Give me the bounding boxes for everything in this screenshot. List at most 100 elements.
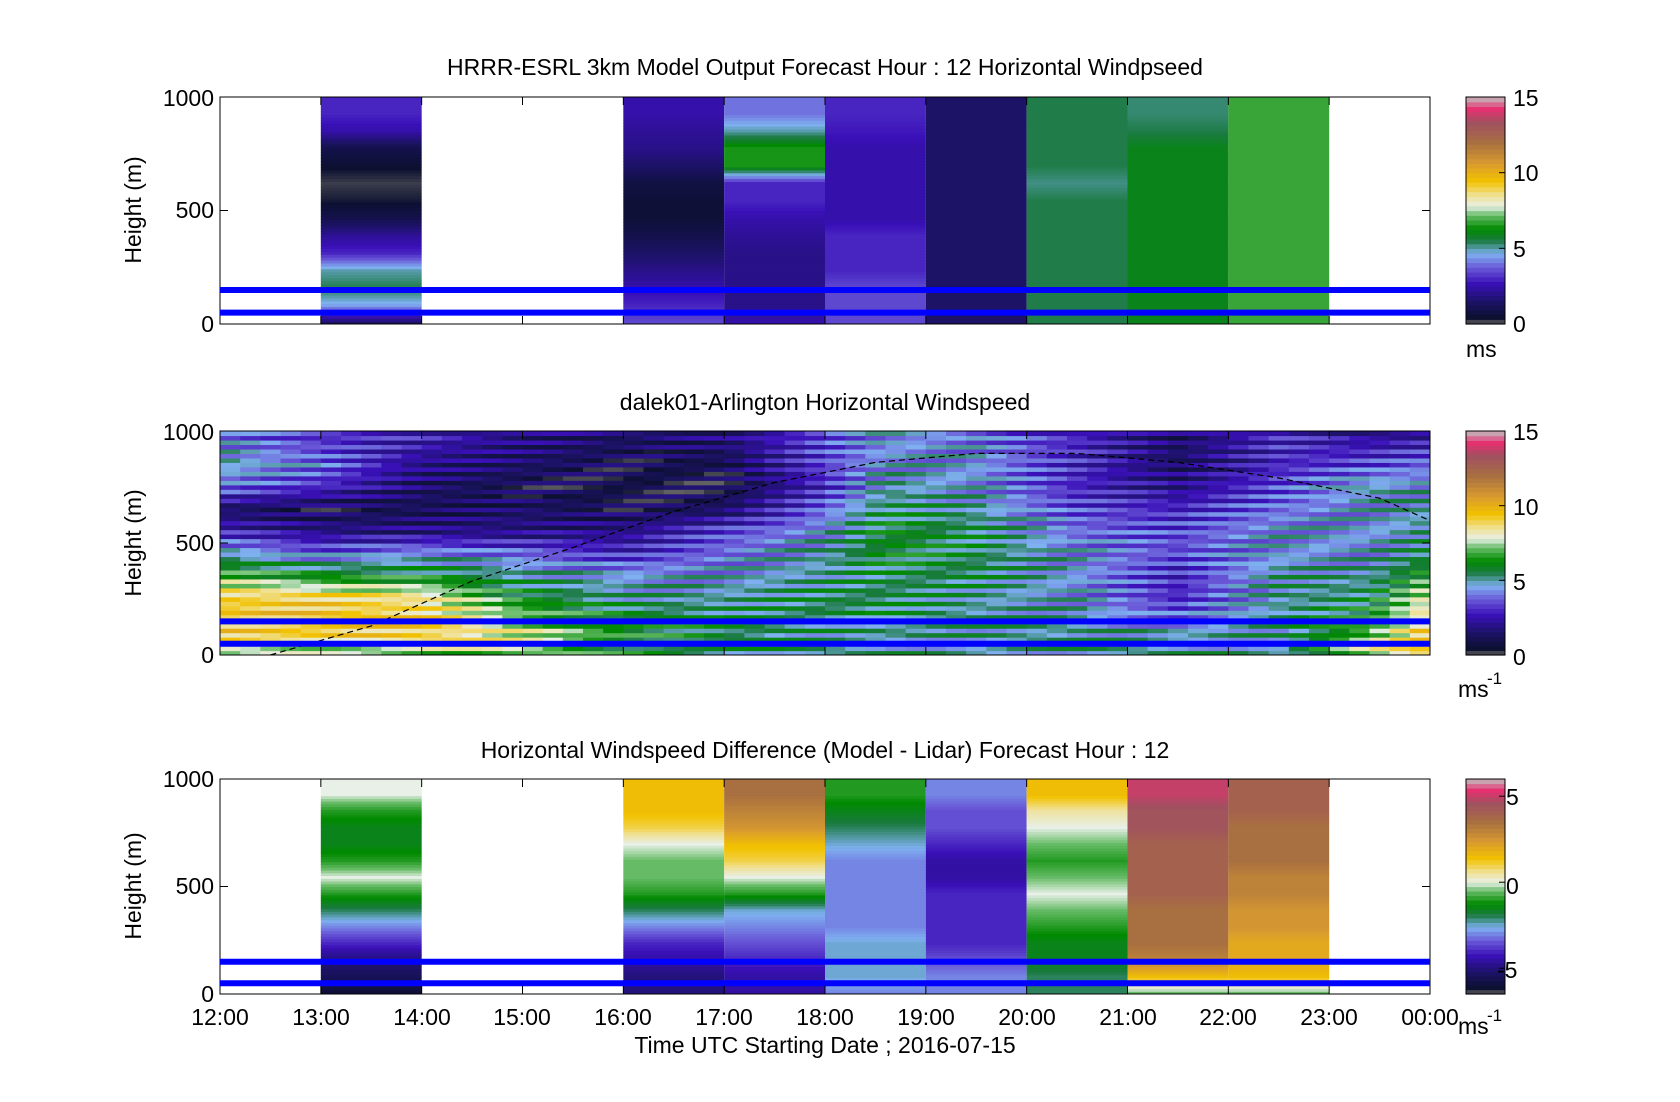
heatmap-cell-55-13 [1329, 592, 1350, 598]
heatmap-cell-0-7-2 [320, 193, 422, 197]
heatmap-cell-3-12-4 [825, 99, 926, 104]
heatmap-cell-40-38 [1026, 480, 1048, 486]
heatmap-cell-49-8 [1208, 614, 1229, 620]
heatmap-cell-0-25 [220, 538, 241, 544]
heatmap-cell-6-1-3 [1127, 966, 1229, 970]
heatmap-cell-42-23 [1067, 547, 1088, 553]
heatmap-cell-59-9 [1409, 610, 1430, 616]
colorbar-step-19 [1466, 561, 1505, 567]
heatmap-cell-22-33 [663, 502, 685, 508]
heatmap-cell-4-12-2 [925, 105, 1027, 110]
heatmap-cell-16-15 [542, 583, 564, 589]
heatmap-cell-3-3-0 [825, 941, 926, 945]
heatmap-cell-27-26 [764, 534, 786, 540]
heatmap-cell-11-32 [441, 507, 463, 513]
heatmap-cell-41-17 [1046, 574, 1068, 580]
heatmap-cell-49-15 [1208, 583, 1229, 589]
heatmap-cell-47-25 [1167, 538, 1189, 544]
heatmap-cell-54-13 [1309, 592, 1330, 598]
heatmap-cell-22-29 [663, 520, 685, 526]
heatmap-cell-59-1 [1409, 646, 1430, 652]
heatmap-cell-12-35 [462, 493, 483, 499]
heatmap-cell-54-32 [1309, 507, 1330, 513]
heatmap-cell-40-28 [1026, 525, 1048, 531]
heatmap-cell-51-16 [1248, 578, 1270, 584]
heatmap-cell-34-3 [905, 637, 927, 643]
heatmap-cell-49-12 [1208, 596, 1229, 602]
heatmap-cell-17-17 [562, 574, 584, 580]
heatmap-cell-37-23 [966, 547, 987, 553]
heatmap-cell-24-6 [704, 623, 725, 629]
heatmap-cell-13-15 [482, 583, 503, 589]
heatmap-cell-30-31 [825, 511, 846, 517]
heatmap-cell-0-45 [220, 448, 241, 454]
heatmap-cell-6-12-3 [1127, 784, 1229, 788]
heatmap-cell-4-4-1 [925, 922, 1027, 926]
heatmap-cell-2-10-4 [724, 134, 825, 139]
heatmap-cell-4-8-2 [925, 853, 1027, 857]
heatmap-cell-0-9-0 [320, 842, 422, 846]
heatmap-cell-42-46 [1067, 444, 1088, 450]
heatmap-cell-9-23 [401, 547, 423, 553]
heatmap-cell-3-8-1 [825, 178, 926, 182]
colorbar-step-39 [1466, 814, 1505, 820]
heatmap-cell-14-29 [502, 520, 524, 526]
heatmap-cell-15-37 [522, 484, 544, 490]
heatmap-cell-6-10-1 [1127, 143, 1229, 148]
heatmap-cell-18-21 [583, 556, 604, 562]
heatmap-cell-2-6-3 [724, 207, 825, 212]
heatmap-cell-3-7-0 [825, 198, 926, 203]
heatmap-cell-0-1-0 [320, 303, 422, 308]
heatmap-cell-21-15 [643, 583, 665, 589]
heatmap-cell-46-0 [1147, 650, 1169, 655]
heatmap-cell-35-31 [925, 511, 947, 517]
heatmap-cell-0-3-5 [320, 927, 422, 932]
colorbar-step-11 [1466, 940, 1505, 946]
heatmap-cell-44-10 [1107, 605, 1129, 611]
heatmap-cell-4-12-5 [925, 97, 1027, 101]
heatmap-cell-17-8 [562, 614, 584, 620]
heatmap-cell-4-0-1 [925, 988, 1027, 992]
heatmap-cell-22-28 [663, 525, 685, 531]
heatmap-cell-52-30 [1268, 516, 1290, 522]
heatmap-cell-39-35 [1006, 493, 1028, 499]
heatmap-cell-38-30 [986, 516, 1008, 522]
heatmap-cell-7-1 [361, 646, 382, 652]
heatmap-cell-57-19 [1369, 565, 1391, 571]
heatmap-cell-47-8 [1167, 614, 1189, 620]
heatmap-cell-1-1-3 [623, 966, 725, 970]
heatmap-cell-5-2-3 [1026, 277, 1128, 281]
heatmap-cell-59-40 [1409, 471, 1430, 477]
heatmap-cell-33-34 [885, 498, 907, 504]
heatmap-cell-28-47 [784, 439, 806, 446]
heatmap-cell-43-19 [1087, 565, 1108, 571]
heatmap-cell-28-27 [784, 529, 806, 535]
heatmap-cell-0-10-5 [320, 131, 422, 136]
heatmap-cell-27-24 [764, 543, 786, 549]
heatmap-cell-37-20 [966, 560, 987, 566]
heatmap-cell-27-39 [764, 475, 786, 481]
heatmap-cell-25-23 [724, 547, 745, 553]
heatmap-cell-36-27 [946, 529, 967, 535]
heatmap-cell-18-13 [583, 592, 604, 598]
colorbar-step-25 [1466, 877, 1505, 883]
heatmap-cell-7-4-0 [1228, 925, 1330, 929]
heatmap-cell-2-12-0 [724, 792, 825, 797]
heatmap-cell-30-27 [825, 529, 846, 535]
colorbar-step-41 [1466, 125, 1505, 131]
heatmap-cell-3-4-4 [825, 239, 926, 244]
heatmap-cell-47-37 [1167, 484, 1189, 490]
heatmap-cell-44-9 [1107, 610, 1129, 616]
heatmap-cell-3-2-1 [825, 955, 926, 959]
heatmap-cell-3-0 [280, 650, 302, 655]
heatmap-cell-1-6-1 [623, 213, 725, 217]
heatmap-cell-20-21 [623, 556, 645, 562]
colorbar-step-18 [1466, 908, 1505, 914]
heatmap-cell-4-27 [300, 529, 322, 535]
heatmap-cell-6-6-3 [1127, 883, 1229, 888]
x-tick-label-1900: 19:00 [897, 1004, 955, 1030]
heatmap-cell-37-5 [966, 628, 987, 634]
heatmap-cell-27-25 [764, 538, 786, 544]
heatmap-cell-51-29 [1248, 520, 1270, 526]
heatmap-cell-44-34 [1107, 498, 1129, 504]
